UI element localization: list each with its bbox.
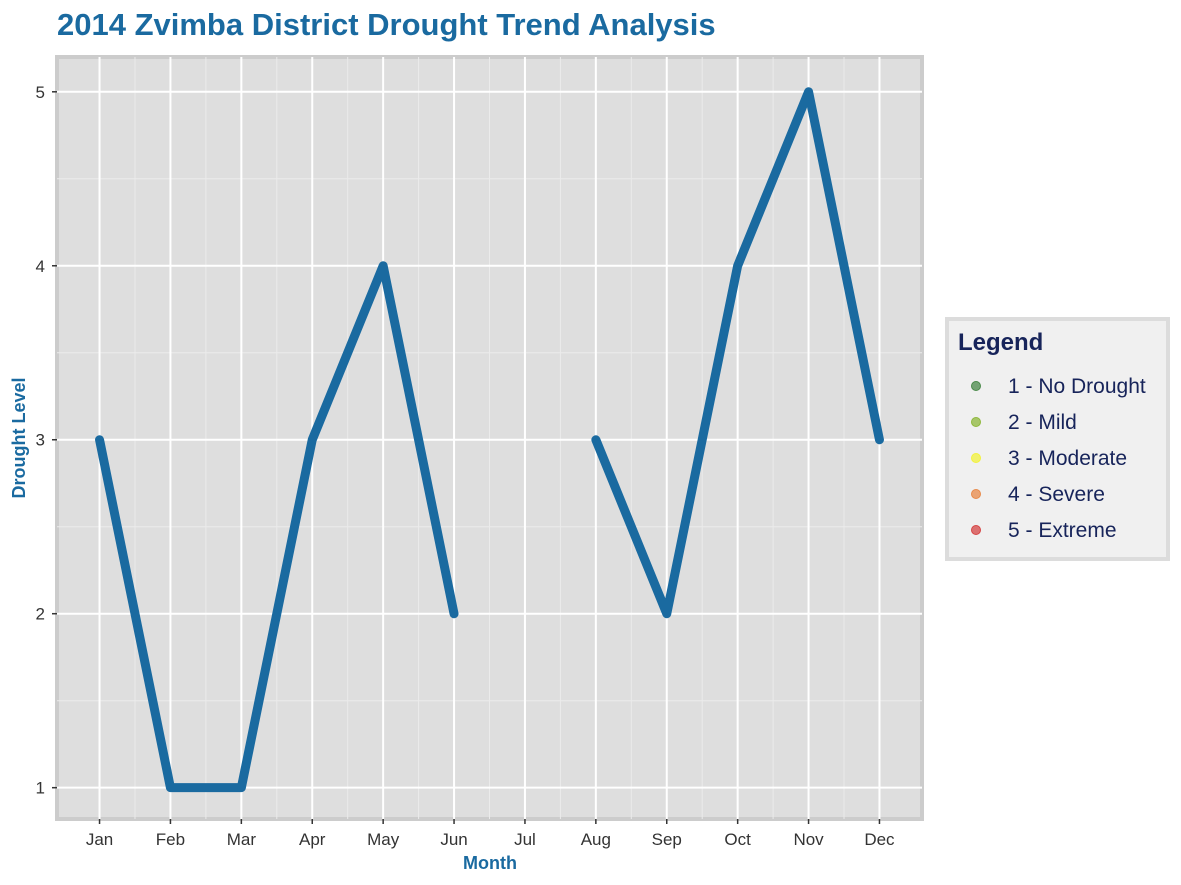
y-tick-label: 5 bbox=[36, 83, 45, 102]
legend-swatch bbox=[972, 418, 981, 427]
x-tick-label: Jun bbox=[440, 830, 467, 849]
x-tick-label: Apr bbox=[299, 830, 326, 849]
legend-swatch bbox=[972, 382, 981, 391]
x-tick-label: Feb bbox=[156, 830, 185, 849]
x-axis-ticks: Jan Feb Mar Apr May Jun Jul Aug Sep Oct Nov Dec bbox=[86, 819, 895, 849]
legend-swatch bbox=[972, 526, 981, 535]
y-tick-label: 4 bbox=[36, 257, 45, 276]
y-tick-label: 3 bbox=[36, 431, 45, 450]
x-tick-label: Mar bbox=[227, 830, 257, 849]
y-tick-label: 1 bbox=[36, 779, 45, 798]
x-tick-label: May bbox=[367, 830, 400, 849]
x-tick-label: Oct bbox=[724, 830, 751, 849]
x-tick-label: Jan bbox=[86, 830, 113, 849]
legend-label: 2 - Mild bbox=[1008, 411, 1077, 434]
legend-label: 1 - No Drought bbox=[1008, 375, 1146, 398]
legend-swatch bbox=[972, 490, 981, 499]
legend-swatch bbox=[972, 454, 981, 463]
legend-title: Legend bbox=[958, 329, 1043, 356]
legend-label: 3 - Moderate bbox=[1008, 447, 1127, 470]
legend: Legend 1 - No Drought 2 - Mild 3 - Moderat… bbox=[947, 319, 1168, 559]
y-axis-ticks: 1 2 3 4 5 bbox=[36, 83, 57, 798]
y-tick-label: 2 bbox=[36, 605, 45, 624]
x-axis-label: Month bbox=[463, 853, 517, 873]
x-tick-label: Dec bbox=[864, 830, 895, 849]
x-tick-label: Nov bbox=[793, 830, 824, 849]
x-tick-label: Aug bbox=[581, 830, 611, 849]
legend-label: 5 - Extreme bbox=[1008, 519, 1117, 542]
x-tick-label: Jul bbox=[514, 830, 536, 849]
chart-title: 2014 Zvimba District Drought Trend Analy… bbox=[57, 7, 716, 42]
x-tick-label: Sep bbox=[652, 830, 682, 849]
legend-label: 4 - Severe bbox=[1008, 483, 1105, 506]
y-axis-label: Drought Level bbox=[9, 377, 29, 498]
